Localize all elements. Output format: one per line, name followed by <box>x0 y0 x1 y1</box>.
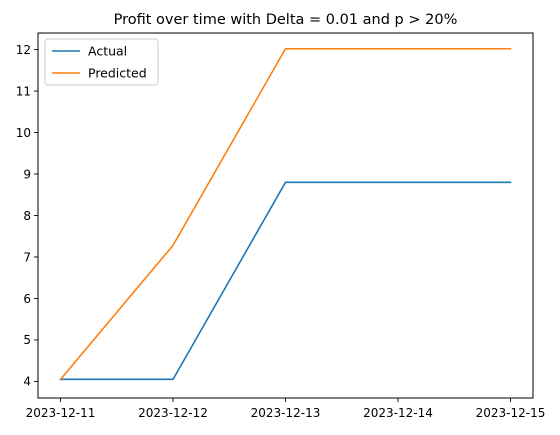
y-tick-label: 4 <box>23 375 31 389</box>
x-axis: 2023-12-11 2023-12-12 2023-12-13 2023-12-14… <box>26 398 546 420</box>
series-line-0 <box>59 181 512 381</box>
y-tick-label: 10 <box>16 126 31 140</box>
x-tick-label: 2023-12-11 <box>26 406 96 420</box>
legend-label-0: Actual <box>88 44 127 59</box>
x-tick-label: 2023-12-14 <box>363 406 433 420</box>
series-line-1 <box>59 47 512 381</box>
y-tick-label: 6 <box>23 292 31 306</box>
legend-label-1: Predicted <box>88 66 147 81</box>
y-axis: 4 5 6 7 8 9 10 11 12 <box>16 43 38 389</box>
chart-title: Profit over time with Delta = 0.01 and p… <box>114 12 458 28</box>
x-tick-label: 2023-12-15 <box>476 406 546 420</box>
y-tick-label: 12 <box>16 43 31 57</box>
y-tick-label: 8 <box>23 209 31 223</box>
legend: Actual Predicted <box>44 38 159 86</box>
x-tick-label: 2023-12-13 <box>251 406 321 420</box>
y-tick-label: 9 <box>23 167 31 181</box>
y-tick-label: 7 <box>23 250 31 264</box>
y-tick-label: 5 <box>23 333 31 347</box>
series-layer <box>59 47 512 381</box>
x-tick-label: 2023-12-12 <box>138 406 208 420</box>
y-tick-label: 11 <box>16 84 31 98</box>
